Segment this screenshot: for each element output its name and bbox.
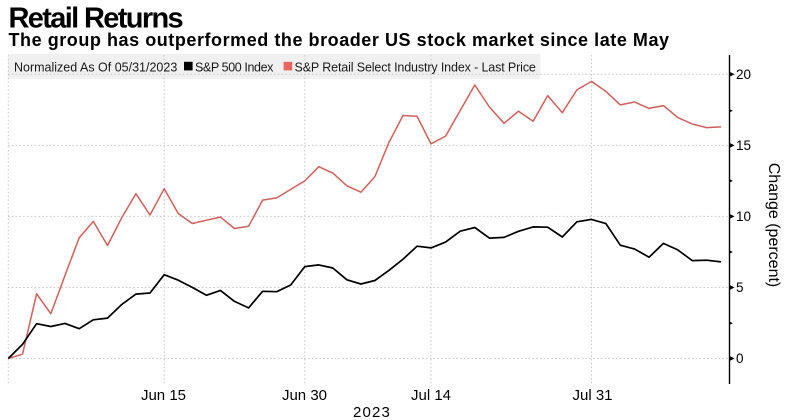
svg-text:Change (percent): Change (percent) bbox=[765, 163, 782, 288]
svg-text:Jun 30: Jun 30 bbox=[282, 387, 327, 404]
svg-text:The group has outperformed the: The group has outperformed the broader U… bbox=[9, 30, 670, 50]
svg-text:Jun 15: Jun 15 bbox=[141, 387, 186, 404]
svg-text:5: 5 bbox=[736, 280, 744, 295]
svg-text:10: 10 bbox=[736, 209, 751, 224]
svg-text:Jul 14: Jul 14 bbox=[411, 387, 451, 404]
svg-text:S&P 500 Index: S&P 500 Index bbox=[195, 61, 274, 75]
svg-text:Jul 31: Jul 31 bbox=[572, 387, 612, 404]
svg-text:0: 0 bbox=[736, 351, 744, 366]
svg-text:Normalized As Of 05/31/2023: Normalized As Of 05/31/2023 bbox=[14, 61, 177, 75]
svg-text:15: 15 bbox=[736, 138, 751, 153]
svg-text:2023: 2023 bbox=[353, 404, 391, 420]
svg-text:S&P Retail Select Industry Ind: S&P Retail Select Industry Index - Last … bbox=[295, 61, 536, 75]
svg-text:20: 20 bbox=[736, 67, 751, 82]
svg-text:Retail Returns: Retail Returns bbox=[9, 3, 183, 35]
